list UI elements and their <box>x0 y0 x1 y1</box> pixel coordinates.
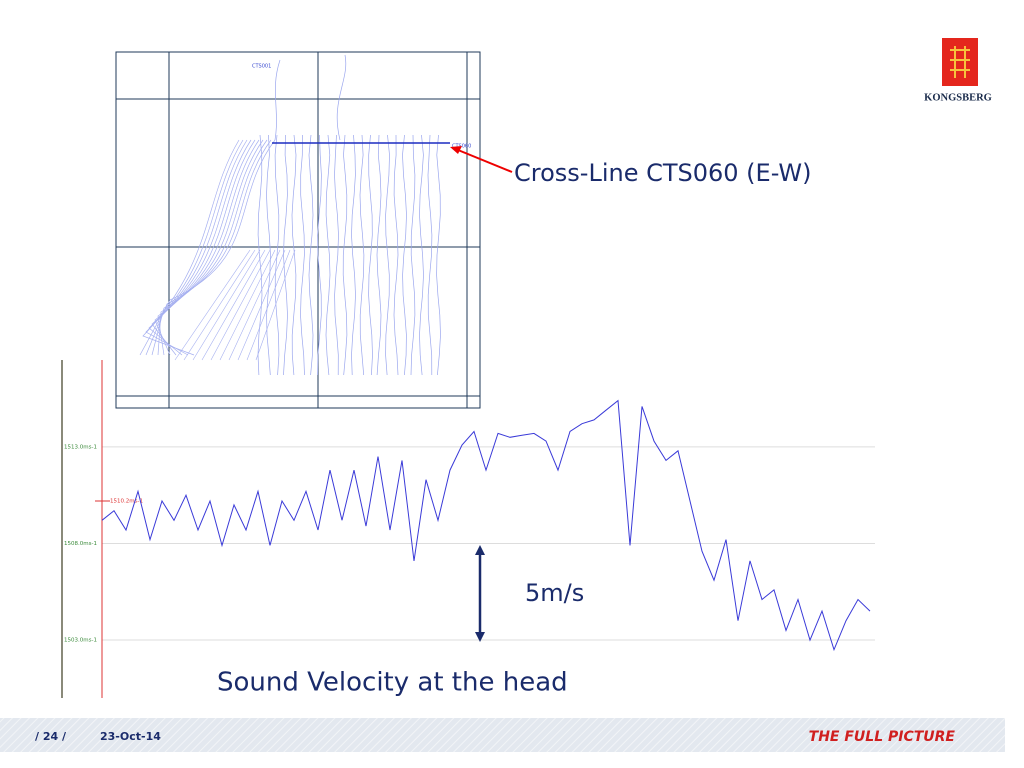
caption: Sound Velocity at the head <box>217 668 568 698</box>
logo-mark <box>942 38 978 86</box>
scale-arrow-head <box>475 545 485 555</box>
red-arrow-head <box>450 146 462 154</box>
survey-line <box>145 139 272 356</box>
footer-band <box>0 718 1005 752</box>
survey-line <box>334 134 339 376</box>
survey-line <box>291 134 297 376</box>
survey-line <box>219 249 276 361</box>
velocity-trace <box>101 399 871 652</box>
survey-line <box>228 249 281 361</box>
logo-emblem <box>950 46 970 78</box>
survey-line <box>317 134 322 376</box>
survey-line <box>192 249 261 361</box>
survey-line <box>368 134 373 376</box>
survey-line <box>342 134 348 376</box>
survey-line <box>274 134 280 376</box>
survey-line <box>246 249 291 361</box>
survey-line <box>148 139 248 356</box>
survey-line <box>410 134 416 376</box>
date: 23-Oct-14 <box>100 730 161 743</box>
survey-line <box>257 134 263 376</box>
survey-line <box>351 134 356 376</box>
annotation: Cross-Line CTS060 (E-W) <box>514 159 812 187</box>
survey-line <box>308 134 314 376</box>
survey-line <box>402 134 407 376</box>
map-label: CTS001 <box>252 64 271 70</box>
sound-velocity-chart: 1503.0ms-1 1508.0ms-1 1513.0ms-1 1510.2ms-1 <box>61 360 875 698</box>
y-tick-label: 1513.0ms-1 <box>64 444 97 450</box>
scale-arrow-head <box>475 632 485 642</box>
survey-line <box>325 134 331 376</box>
survey-line <box>427 134 433 376</box>
y-tick-label: 1508.0ms-1 <box>64 541 97 547</box>
survey-line <box>210 249 271 361</box>
survey-line <box>237 249 286 361</box>
red-arrow <box>457 149 513 173</box>
survey-line <box>142 139 240 356</box>
survey-line <box>145 139 244 356</box>
slogan: THE FULL PICTURE <box>809 729 956 745</box>
survey-line <box>393 134 399 376</box>
survey-line <box>201 249 266 361</box>
survey-line <box>385 134 390 376</box>
page-number: / 24 / <box>35 730 67 743</box>
survey-line <box>376 134 382 376</box>
survey-line <box>174 249 251 361</box>
survey-line <box>255 249 296 361</box>
survey-line <box>274 54 347 141</box>
survey-line <box>436 134 441 376</box>
survey-line <box>183 249 256 361</box>
scale-label: 5m/s <box>525 579 584 607</box>
survey-line <box>300 134 305 376</box>
survey-line <box>419 134 424 376</box>
y-tick-label: 1503.0ms-1 <box>64 638 97 644</box>
survey-line <box>266 134 271 376</box>
survey-line <box>359 134 365 376</box>
reference-label: 1510.2ms-1 <box>110 498 143 504</box>
logo-text: KONGSBERG <box>924 92 992 103</box>
survey-line <box>283 134 288 376</box>
